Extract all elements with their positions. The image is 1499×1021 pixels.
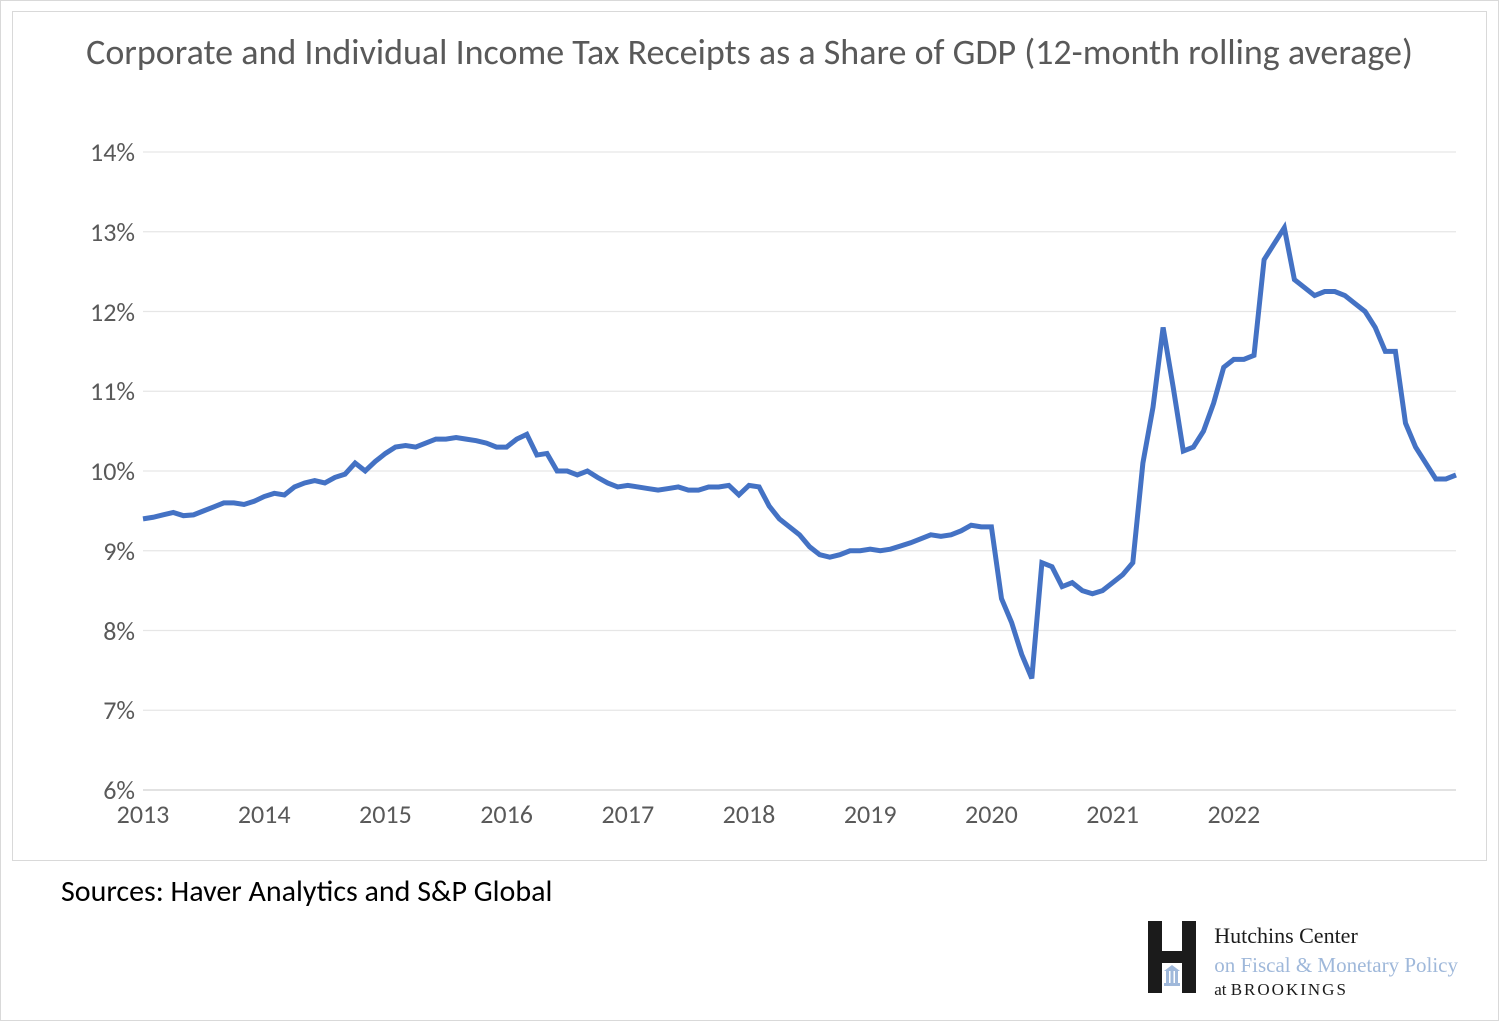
x-tick-label: 2016 — [480, 798, 533, 830]
x-axis-labels: 2013201420152016201720182019202020212022 — [143, 798, 1456, 838]
chart-container: Corporate and Individual Income Tax Rece… — [12, 11, 1487, 861]
x-tick-label: 2018 — [723, 798, 776, 830]
x-tick-label: 2020 — [965, 798, 1018, 830]
attribution-text: Hutchins Center on Fiscal & Monetary Pol… — [1214, 921, 1458, 1002]
x-tick-label: 2014 — [238, 798, 291, 830]
y-axis-labels: 6%7%8%9%10%11%12%13%14% — [73, 152, 143, 790]
y-tick-label: 9% — [103, 535, 135, 567]
x-tick-label: 2015 — [359, 798, 412, 830]
plot-svg — [143, 152, 1456, 790]
figure-outer: Corporate and Individual Income Tax Rece… — [0, 0, 1499, 1021]
y-tick-label: 11% — [90, 375, 135, 407]
x-tick-label: 2022 — [1207, 798, 1260, 830]
attribution-line2: on Fiscal & Monetary Policy — [1214, 951, 1458, 979]
attribution-line3-prefix: at — [1214, 980, 1231, 999]
x-tick-label: 2021 — [1086, 798, 1139, 830]
x-tick-label: 2019 — [844, 798, 897, 830]
y-tick-label: 7% — [103, 694, 135, 726]
x-tick-label: 2013 — [117, 798, 170, 830]
plot-wrap: 6%7%8%9%10%11%12%13%14% 2013201420152016… — [73, 152, 1456, 790]
y-tick-label: 13% — [90, 216, 135, 248]
x-tick-label: 2017 — [601, 798, 654, 830]
data-series-line — [143, 228, 1456, 679]
y-tick-label: 10% — [90, 455, 135, 487]
attribution-block: Hutchins Center on Fiscal & Monetary Pol… — [1144, 921, 1458, 1002]
chart-title: Corporate and Individual Income Tax Rece… — [13, 12, 1486, 85]
hutchins-logo-icon — [1144, 921, 1200, 993]
y-tick-label: 12% — [90, 296, 135, 328]
attribution-line3: at BROOKINGS — [1214, 979, 1458, 1002]
attribution-line3-brand: BROOKINGS — [1231, 980, 1348, 999]
y-tick-label: 14% — [90, 136, 135, 168]
source-text: Sources: Haver Analytics and S&P Global — [61, 873, 552, 910]
y-tick-label: 8% — [103, 615, 135, 647]
attribution-line1: Hutchins Center — [1214, 921, 1458, 951]
plot-area — [143, 152, 1456, 790]
